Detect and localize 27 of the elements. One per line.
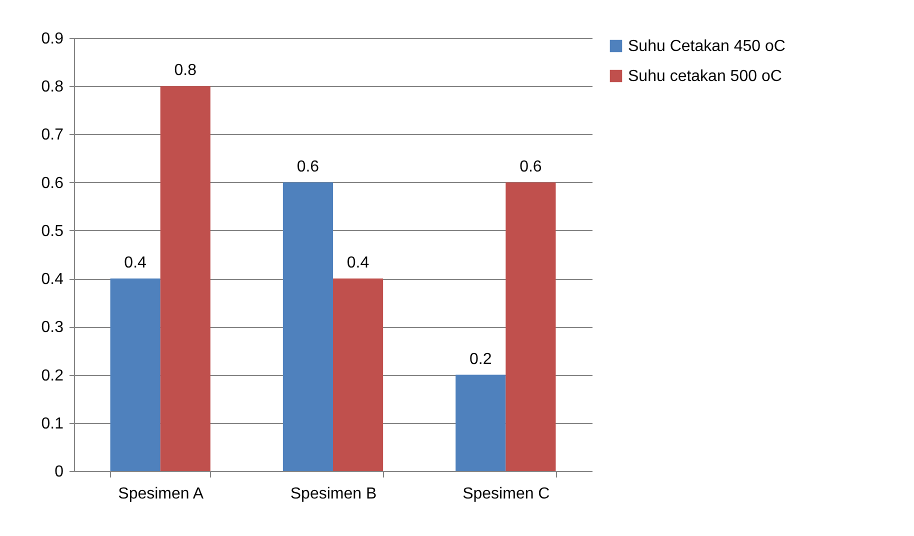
- y-tick-label: 0.8: [41, 78, 64, 96]
- y-tick-label: 0.7: [41, 126, 64, 144]
- y-tick-label: 0.2: [41, 367, 64, 384]
- y-tick-label: 0.1: [41, 415, 64, 432]
- x-tick-label: Spesimen B: [290, 486, 377, 502]
- legend-label: Suhu Cetakan 450 oC: [628, 38, 786, 55]
- data-label: 0.4: [124, 254, 147, 272]
- data-label: 0.6: [296, 158, 320, 176]
- bar: [110, 278, 160, 471]
- y-tick-label: 0: [54, 464, 64, 480]
- data-label: 0.6: [520, 158, 542, 176]
- bar: [506, 182, 556, 471]
- y-tick-label: 0.3: [41, 319, 64, 336]
- bar: [160, 86, 210, 471]
- x-tick-label: Spesimen A: [118, 486, 204, 502]
- bar: [456, 374, 506, 471]
- data-label: 0.2: [470, 350, 492, 368]
- bar: [333, 278, 384, 471]
- y-tick-label: 0.9: [41, 30, 64, 48]
- y-tick-label: 0.4: [41, 271, 64, 288]
- y-tick-label: 0.5: [41, 222, 64, 240]
- bar: [282, 182, 333, 471]
- y-tick-label: 0.6: [41, 174, 64, 192]
- data-label: 0.4: [346, 254, 370, 272]
- x-tick-label: Spesimen C: [462, 486, 550, 502]
- legend-label: Suhu cetakan 500 oC: [628, 68, 782, 85]
- data-label: 0.8: [174, 62, 197, 80]
